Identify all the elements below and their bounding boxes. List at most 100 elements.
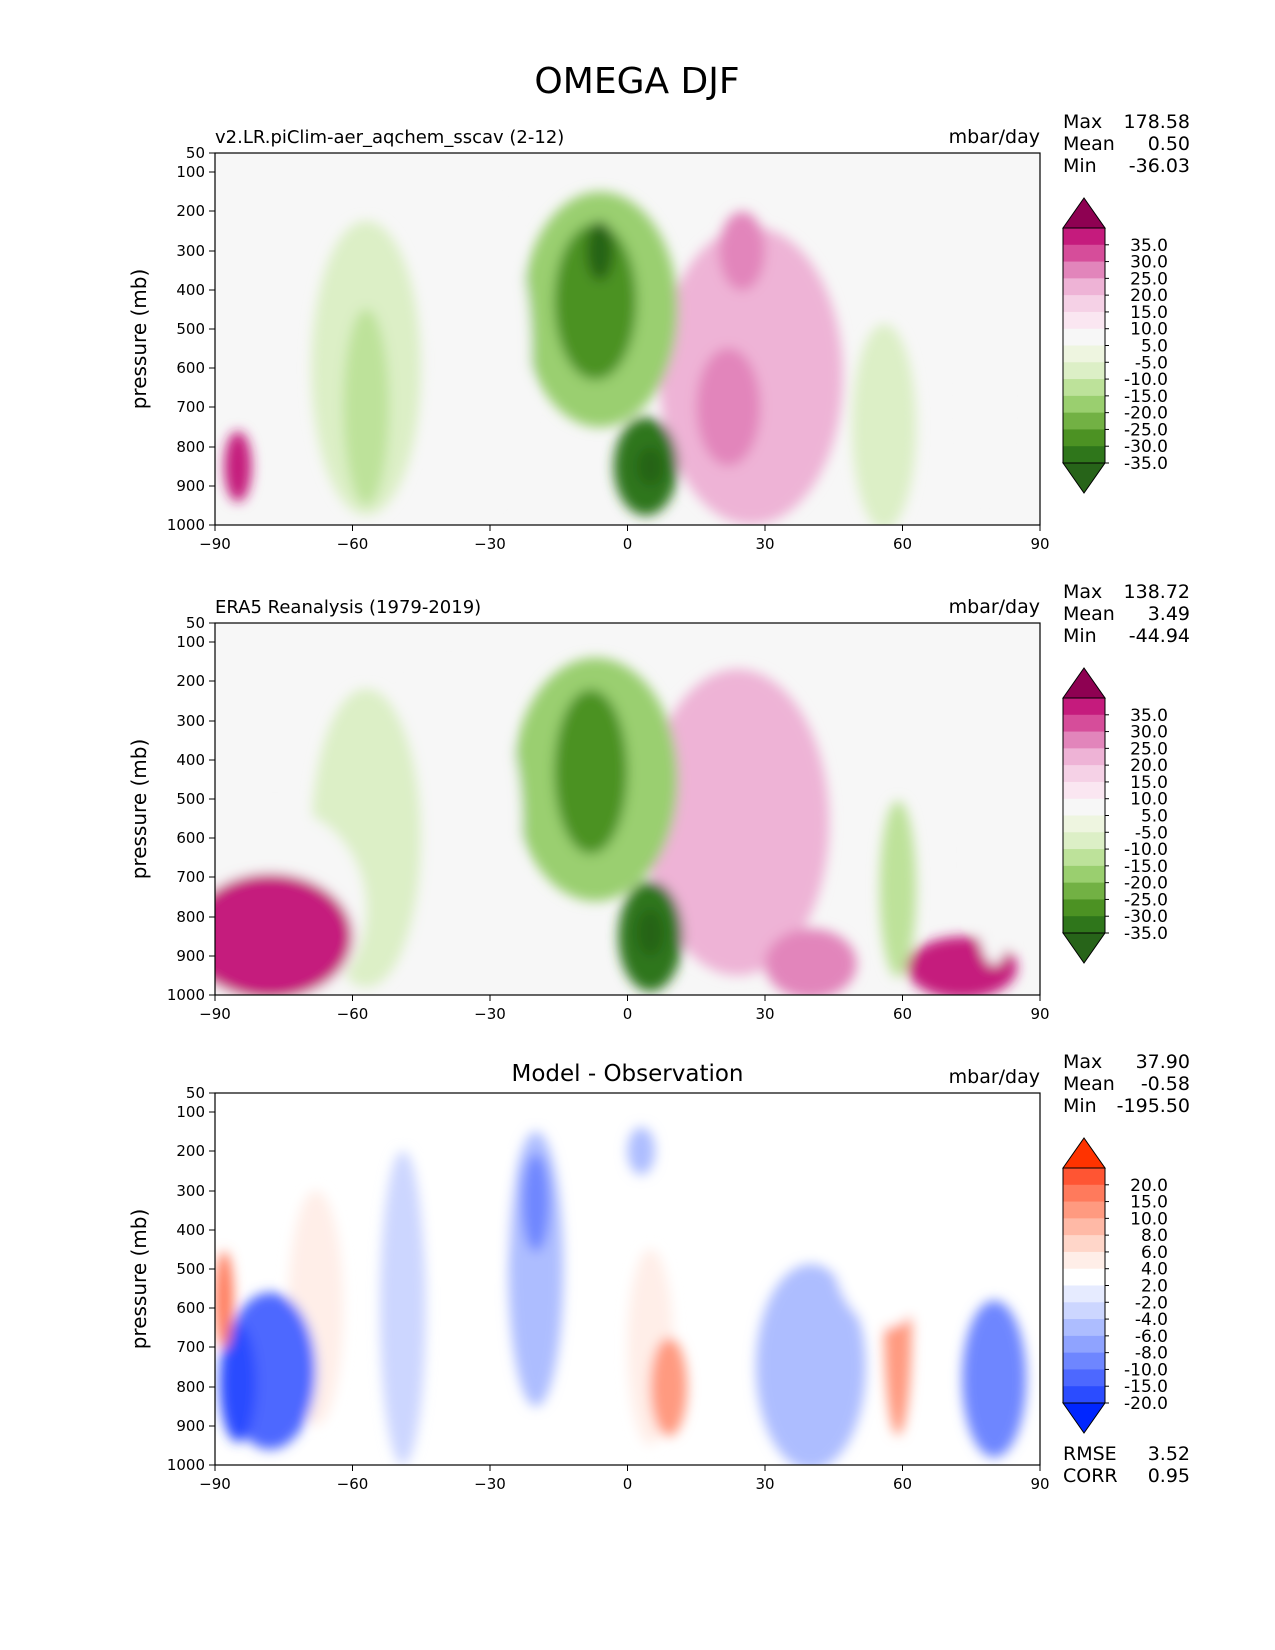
colorbar-swatch bbox=[1063, 815, 1105, 833]
contour-feature bbox=[755, 1264, 866, 1465]
colorbar-label: -35.0 bbox=[1124, 924, 1168, 944]
y-tick-label: 50 bbox=[186, 1084, 205, 1102]
colorbar-extend-min bbox=[1062, 462, 1106, 494]
colorbar-label: -5.0 bbox=[1135, 353, 1168, 373]
colorbar-label: 30.0 bbox=[1130, 253, 1168, 273]
stat-min-label: Min bbox=[1063, 1095, 1097, 1117]
panel-units: mbar/day bbox=[949, 126, 1040, 148]
colorbar-swatch bbox=[1063, 429, 1105, 447]
colorbar-swatch bbox=[1063, 798, 1105, 816]
x-tick-label: 0 bbox=[623, 1005, 633, 1023]
colorbar-swatch bbox=[1063, 899, 1105, 917]
y-tick-label: 600 bbox=[176, 359, 205, 377]
stat-min-label: Min bbox=[1063, 625, 1097, 647]
colorbar-label: -35.0 bbox=[1124, 454, 1168, 474]
y-tick-label: 800 bbox=[176, 1378, 205, 1396]
colorbar-label: -10.0 bbox=[1124, 1360, 1168, 1380]
colorbar-label: 5.0 bbox=[1141, 807, 1168, 827]
colorbar: 35.030.025.020.015.010.05.0-5.0-10.0-15.… bbox=[1062, 197, 1168, 494]
stat-max-value: 37.90 bbox=[1136, 1051, 1190, 1073]
colorbar-label: -15.0 bbox=[1124, 857, 1168, 877]
colorbar-swatch bbox=[1063, 1386, 1105, 1404]
colorbar-label: 15.0 bbox=[1130, 1193, 1168, 1213]
x-tick-label: 60 bbox=[893, 535, 912, 553]
stat-mean-value: -0.58 bbox=[1141, 1073, 1190, 1095]
contour-feature bbox=[765, 928, 857, 995]
x-tick-label: 30 bbox=[755, 1005, 774, 1023]
colorbar-label: -2.0 bbox=[1135, 1293, 1168, 1313]
contour-feature bbox=[829, 1132, 940, 1328]
contour-feature bbox=[380, 1151, 426, 1465]
colorbar-swatch bbox=[1063, 395, 1105, 414]
y-tick-label: 300 bbox=[176, 1182, 205, 1200]
stat-mean-value: 0.50 bbox=[1148, 133, 1190, 155]
stat-mean-value: 3.49 bbox=[1148, 603, 1190, 625]
colorbar-swatch bbox=[1063, 311, 1105, 330]
y-tick-label: 900 bbox=[176, 477, 205, 495]
colorbar-label: 30.0 bbox=[1130, 723, 1168, 743]
contour-feature bbox=[636, 447, 665, 486]
stat-max-value: 138.72 bbox=[1124, 581, 1190, 603]
panel-model: v2.LR.piClim-aer_aqchem_sscav (2-12) mba… bbox=[127, 111, 1190, 553]
y-tick-label: 200 bbox=[176, 202, 205, 220]
colorbar-label: -8.0 bbox=[1135, 1344, 1168, 1364]
y-tick-label: 700 bbox=[176, 868, 205, 886]
contour-feature bbox=[421, 1141, 513, 1280]
y-tick-label: 300 bbox=[176, 712, 205, 730]
colorbar-label: 10.0 bbox=[1130, 1209, 1168, 1229]
field-layer bbox=[215, 657, 1018, 995]
field-layer bbox=[215, 1127, 1027, 1465]
colorbar-swatch bbox=[1063, 1319, 1105, 1337]
stat-min-label: Min bbox=[1063, 155, 1097, 177]
x-tick-label: −30 bbox=[474, 535, 506, 553]
y-tick-label: 600 bbox=[176, 1299, 205, 1317]
stat-max-label: Max bbox=[1063, 111, 1102, 133]
y-tick-label: 100 bbox=[176, 1103, 205, 1121]
field-layer bbox=[224, 191, 1004, 525]
y-tick-label: 1000 bbox=[167, 1456, 205, 1474]
colorbar-swatch bbox=[1063, 1168, 1105, 1186]
contour-feature bbox=[586, 221, 614, 281]
x-tick-label: −90 bbox=[199, 1475, 231, 1493]
colorbar-extend-max bbox=[1062, 197, 1106, 229]
colorbar-swatch bbox=[1063, 362, 1105, 380]
x-tick-label: −60 bbox=[337, 1475, 369, 1493]
colorbar-label: 6.0 bbox=[1141, 1243, 1168, 1263]
contour-feature bbox=[719, 211, 765, 291]
y-tick-label: 100 bbox=[176, 163, 205, 181]
colorbar-label: -6.0 bbox=[1135, 1327, 1168, 1347]
colorbar-swatch bbox=[1063, 882, 1105, 900]
y-axis-label: pressure (mb) bbox=[127, 269, 151, 410]
colorbar-swatch bbox=[1063, 295, 1105, 313]
y-tick-label: 600 bbox=[176, 829, 205, 847]
x-tick-label: 0 bbox=[623, 1475, 633, 1493]
y-axis-label: pressure (mb) bbox=[127, 1209, 151, 1350]
panel-observation: ERA5 Reanalysis (1979-2019) mbar/day Max… bbox=[127, 581, 1190, 1023]
stat-max-value: 178.58 bbox=[1124, 111, 1190, 133]
x-tick-label: 30 bbox=[755, 1475, 774, 1493]
colorbar-label: -20.0 bbox=[1124, 1394, 1168, 1414]
colorbar-label: 8.0 bbox=[1141, 1226, 1168, 1246]
colorbar-swatch bbox=[1063, 1235, 1105, 1253]
x-tick-label: 60 bbox=[893, 1005, 912, 1023]
y-tick-label: 500 bbox=[176, 790, 205, 808]
colorbar: 20.015.010.08.06.04.02.0-2.0-4.0-6.0-8.0… bbox=[1062, 1137, 1168, 1434]
colorbar-swatch bbox=[1063, 446, 1105, 464]
colorbar-label: 20.0 bbox=[1130, 1176, 1168, 1196]
colorbar-swatch bbox=[1063, 1335, 1105, 1354]
stat-max-label: Max bbox=[1063, 1051, 1102, 1073]
colorbar-swatch bbox=[1063, 228, 1105, 246]
figure-title: OMEGA DJF bbox=[534, 61, 739, 102]
colorbar-extend-min bbox=[1062, 1402, 1106, 1434]
contour-feature bbox=[219, 1324, 257, 1442]
colorbar-swatch bbox=[1063, 328, 1105, 346]
colorbar-label: -30.0 bbox=[1124, 437, 1168, 457]
panel-title: Model - Observation bbox=[511, 1061, 743, 1087]
y-tick-label: 1000 bbox=[167, 986, 205, 1004]
panel-difference: Model - Observation mbar/day Max 37.90 M… bbox=[127, 1051, 1190, 1493]
colorbar-label: 20.0 bbox=[1130, 756, 1168, 776]
colorbar-label: -15.0 bbox=[1124, 1377, 1168, 1397]
x-tick-label: −60 bbox=[337, 1005, 369, 1023]
stat-mean-label: Mean bbox=[1063, 603, 1115, 625]
